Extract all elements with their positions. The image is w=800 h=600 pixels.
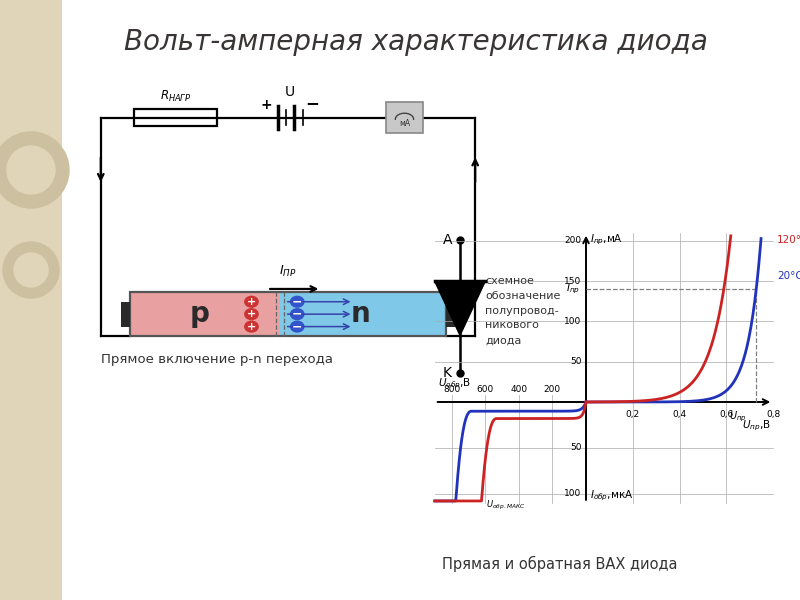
Text: Прямая и обратная ВАХ диода: Прямая и обратная ВАХ диода bbox=[442, 556, 678, 572]
Bar bbox=[130, 292, 278, 336]
Circle shape bbox=[7, 146, 55, 194]
Text: 150: 150 bbox=[565, 277, 582, 286]
Text: $I_{пр}$: $I_{пр}$ bbox=[566, 282, 581, 296]
Text: p: p bbox=[190, 300, 210, 328]
Text: $R_{НАГР}$: $R_{НАГР}$ bbox=[160, 89, 191, 104]
Text: K: K bbox=[443, 366, 452, 380]
Text: Вольт-амперная характеристика диода: Вольт-амперная характеристика диода bbox=[124, 28, 708, 56]
Bar bbox=[0, 0, 62, 600]
Text: 800: 800 bbox=[443, 385, 460, 394]
Text: −: − bbox=[292, 308, 302, 320]
Text: Прямое включение p-n перехода: Прямое включение p-n перехода bbox=[101, 353, 333, 366]
Text: $U_{обр.МАКС}$: $U_{обр.МАКС}$ bbox=[486, 499, 525, 512]
Text: n: n bbox=[351, 300, 370, 328]
Bar bbox=[130, 292, 446, 336]
Text: 0,6: 0,6 bbox=[719, 410, 734, 419]
Circle shape bbox=[0, 132, 69, 208]
Bar bbox=[446, 302, 455, 326]
Bar bbox=[121, 302, 130, 326]
Text: −: − bbox=[292, 320, 302, 333]
Text: 0,2: 0,2 bbox=[626, 410, 640, 419]
Text: +: + bbox=[261, 98, 272, 112]
Circle shape bbox=[290, 296, 304, 307]
Text: 600: 600 bbox=[477, 385, 494, 394]
Text: 50: 50 bbox=[570, 357, 582, 366]
Circle shape bbox=[290, 309, 304, 320]
Text: 0,8: 0,8 bbox=[766, 410, 780, 419]
Text: +: + bbox=[247, 309, 256, 319]
Bar bbox=[278, 292, 446, 336]
Text: +: + bbox=[247, 322, 256, 332]
Circle shape bbox=[245, 309, 258, 320]
Text: $U_{обр}$,В: $U_{обр}$,В bbox=[438, 377, 471, 391]
Circle shape bbox=[3, 242, 59, 298]
Text: 0,4: 0,4 bbox=[673, 410, 686, 419]
Circle shape bbox=[290, 321, 304, 332]
Text: $I_{обр}$,мкА: $I_{обр}$,мкА bbox=[590, 488, 634, 503]
Text: 100: 100 bbox=[565, 317, 582, 326]
Text: U: U bbox=[285, 85, 295, 99]
Text: 400: 400 bbox=[510, 385, 527, 394]
Bar bbox=[386, 103, 423, 133]
Text: A: A bbox=[442, 233, 452, 247]
Text: $U_{пр}$,В: $U_{пр}$,В bbox=[742, 418, 771, 433]
Text: +: + bbox=[247, 297, 256, 307]
Text: −: − bbox=[292, 295, 302, 308]
Text: $I_{ПР}$: $I_{ПР}$ bbox=[279, 264, 297, 279]
Text: мА: мА bbox=[399, 119, 410, 128]
Text: $I_{пр}$,мА: $I_{пр}$,мА bbox=[590, 233, 623, 247]
Text: схемное
обозначение
полупровод-
никового
диода: схемное обозначение полупровод- никового… bbox=[485, 276, 561, 345]
Polygon shape bbox=[435, 281, 485, 335]
Bar bbox=[134, 109, 218, 126]
Text: 20°C: 20°C bbox=[777, 271, 800, 281]
Circle shape bbox=[14, 253, 48, 287]
Circle shape bbox=[245, 321, 258, 332]
Text: $U_{пр}$: $U_{пр}$ bbox=[730, 410, 747, 424]
Text: 200: 200 bbox=[544, 385, 561, 394]
Text: 100: 100 bbox=[565, 489, 582, 498]
Text: 200: 200 bbox=[565, 236, 582, 245]
Text: 120°C: 120°C bbox=[777, 235, 800, 245]
Text: −: − bbox=[305, 94, 319, 112]
Circle shape bbox=[245, 296, 258, 307]
Text: 50: 50 bbox=[570, 443, 582, 452]
